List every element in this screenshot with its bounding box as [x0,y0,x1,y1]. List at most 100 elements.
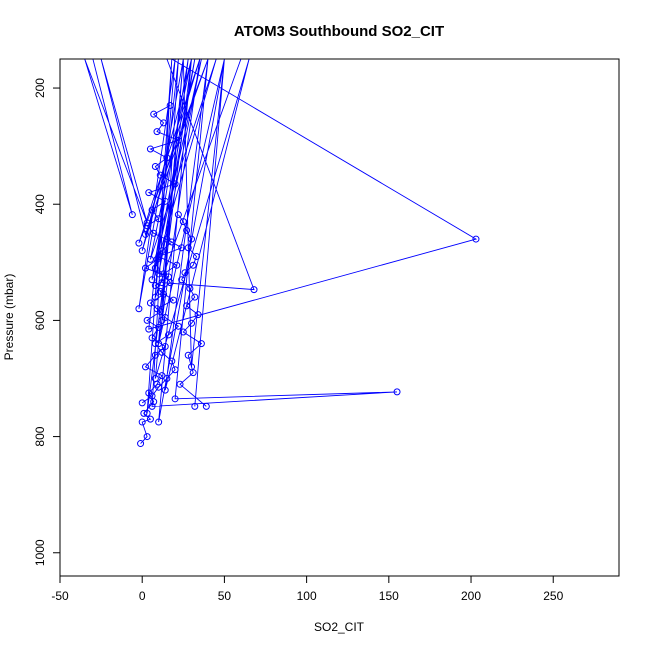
x-tick-label: 150 [379,589,399,603]
data-point [141,363,149,371]
data-point [174,211,182,219]
x-axis-label: SO2_CIT [314,620,365,634]
data-point [173,261,181,269]
data-point [160,119,168,127]
data-point [188,235,196,243]
y-tick-label: 800 [33,426,47,446]
data-point [163,374,171,382]
data-point [155,270,163,278]
data-point [148,206,156,214]
data-point [181,269,189,277]
data-point [250,286,258,294]
data-point [189,261,197,269]
x-axis: -50 0 50 100 150 200 250 [51,576,564,603]
y-tick-label: 1000 [33,539,47,566]
data-point [143,409,151,417]
data-point [158,348,166,356]
series-line [84,59,478,423]
data-point [155,253,163,261]
data-point [145,325,153,333]
data-point [138,418,146,426]
data-point [191,402,199,410]
data-point [151,351,159,359]
y-tick-label: 200 [33,78,47,98]
data-point [151,162,159,170]
data-point [155,383,163,391]
data-point [165,331,173,339]
data-point [140,409,148,417]
data-point [148,392,156,400]
plot-frame [59,58,620,577]
data-point [183,226,191,234]
data-point [202,402,210,410]
data-point [155,340,163,348]
data-point [137,440,145,448]
data-point [197,340,205,348]
data-point [151,293,159,301]
series-points [128,101,480,448]
data-point [151,340,159,348]
data-point [472,235,480,243]
data-point [171,366,179,374]
data-point [153,305,161,313]
series-lines [84,59,478,444]
data-point [138,247,146,255]
data-point [393,388,401,396]
x-tick-label: -50 [51,589,69,603]
data-point [174,136,182,144]
data-point [155,323,163,331]
data-point [153,128,161,136]
data-point [156,287,164,295]
data-point [146,299,154,307]
data-point [171,180,179,188]
data-point [143,222,151,230]
x-tick-label: 50 [218,589,232,603]
data-point [174,322,182,330]
data-point [169,296,177,304]
data-point [150,110,158,118]
data-point [178,276,186,284]
data-point [135,305,143,313]
data-point [141,230,149,238]
data-point [163,235,171,243]
y-tick-label: 400 [33,194,47,214]
y-axis: 200 400 600 800 1000 [33,78,60,566]
data-point [189,369,197,377]
data-point [148,334,156,342]
data-point [188,319,196,327]
data-point [148,276,156,284]
data-point [171,395,179,403]
y-axis-label: Pressure (mbar) [2,274,16,361]
chart-title: ATOM3 Southbound SO2_CIT [234,23,444,40]
data-point [191,293,199,301]
data-point [138,399,146,407]
data-point [179,218,187,226]
data-point [158,279,166,287]
data-point [192,253,200,261]
x-tick-label: 100 [297,589,317,603]
data-point [141,264,149,272]
data-point [168,357,176,365]
data-point [179,328,187,336]
data-point [161,314,169,321]
data-point [135,239,143,247]
data-point [194,311,202,319]
data-point [143,316,151,324]
x-tick-label: 200 [461,589,481,603]
data-point [155,418,163,426]
data-point [178,244,186,252]
data-point [151,282,159,290]
x-tick-label: 0 [139,589,146,603]
data-point [148,402,156,410]
data-point [143,219,151,227]
data-point [161,386,169,394]
data-point [184,351,192,359]
data-point [146,255,154,263]
data-point [183,302,191,310]
y-tick-label: 600 [33,310,47,330]
data-point [160,270,168,278]
data-point [150,229,158,237]
data-point [145,189,153,197]
data-point [146,145,154,153]
